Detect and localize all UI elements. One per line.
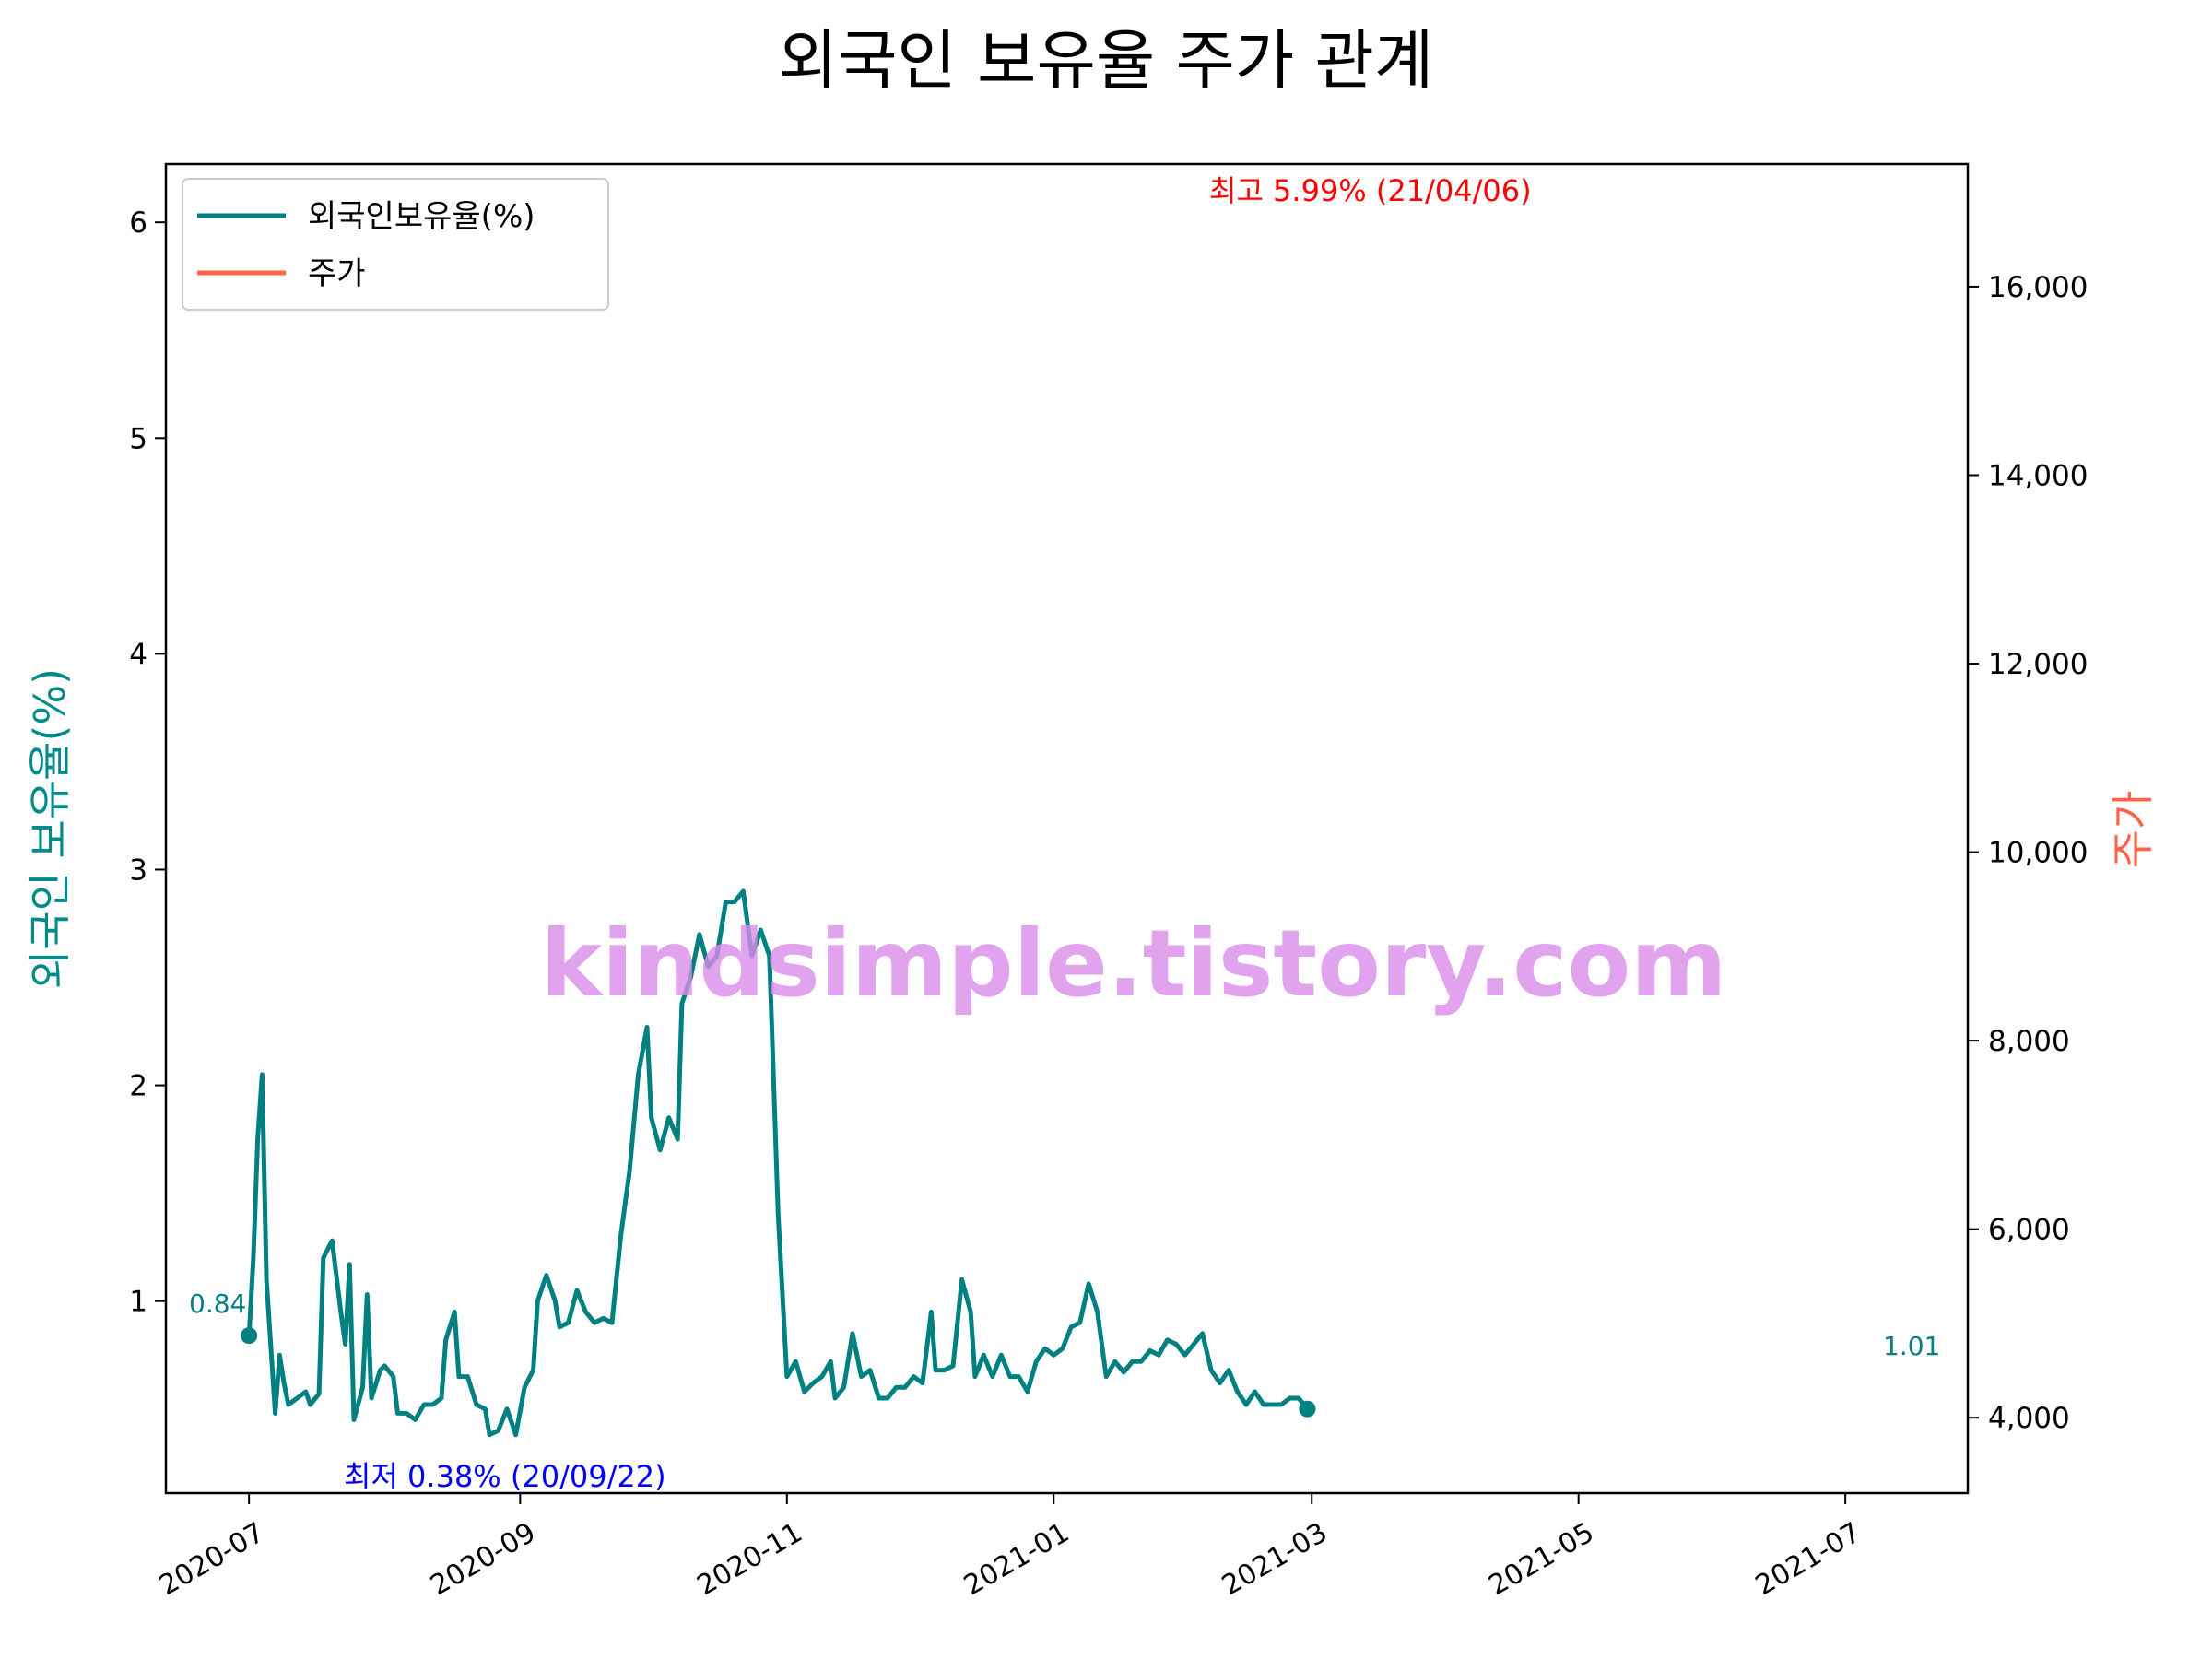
y-left-tick-label: 5 [129, 422, 147, 455]
annotation-0: 최고 5.99% (21/04/06) [1209, 173, 1532, 208]
y-left-tick-label: 4 [129, 638, 147, 671]
y-right-tick-label: 4,000 [1988, 1402, 2070, 1435]
annotation-1: 최저 0.38% (20/09/22) [344, 1459, 666, 1494]
y-right-axis-label: 주가 [2108, 791, 2158, 869]
chart-title: 외국인 보유율 주가 관계 [779, 23, 1434, 99]
series-line-0 [246, 888, 1310, 1438]
y-right-tick-label: 10,000 [1988, 837, 2088, 870]
y-right-tick-label: 6,000 [1988, 1214, 2070, 1247]
y-left-tick-label: 6 [129, 206, 147, 240]
plot-frame [164, 162, 1970, 1495]
end-point-marker [1299, 1400, 1316, 1418]
y-right-tick-label: 16,000 [1988, 271, 2088, 304]
y-left-tick-label: 2 [129, 1070, 147, 1103]
plot-area [164, 162, 1970, 1495]
y-left-tick-label: 1 [129, 1286, 147, 1319]
y-left-tick-label: 3 [129, 853, 147, 887]
watermark: kindsimple.tistory.com [541, 910, 1727, 1018]
legend: 외국인보유율(%) 주가 [182, 178, 609, 311]
annotation-2: 0.84 [189, 1288, 246, 1319]
start-point-marker [241, 1327, 258, 1345]
legend-label-0: 외국인보유율(%) [308, 198, 535, 235]
legend-box [182, 178, 609, 311]
y-left-axis-label: 외국인 보유율(%) [25, 668, 75, 989]
annotation-3: 1.01 [1883, 1331, 1940, 1361]
y-right-tick-label: 14,000 [1988, 459, 2088, 492]
y-right-tick-label: 12,000 [1988, 648, 2088, 681]
y-right-tick-label: 8,000 [1988, 1025, 2070, 1058]
legend-label-1: 주가 [308, 255, 366, 292]
